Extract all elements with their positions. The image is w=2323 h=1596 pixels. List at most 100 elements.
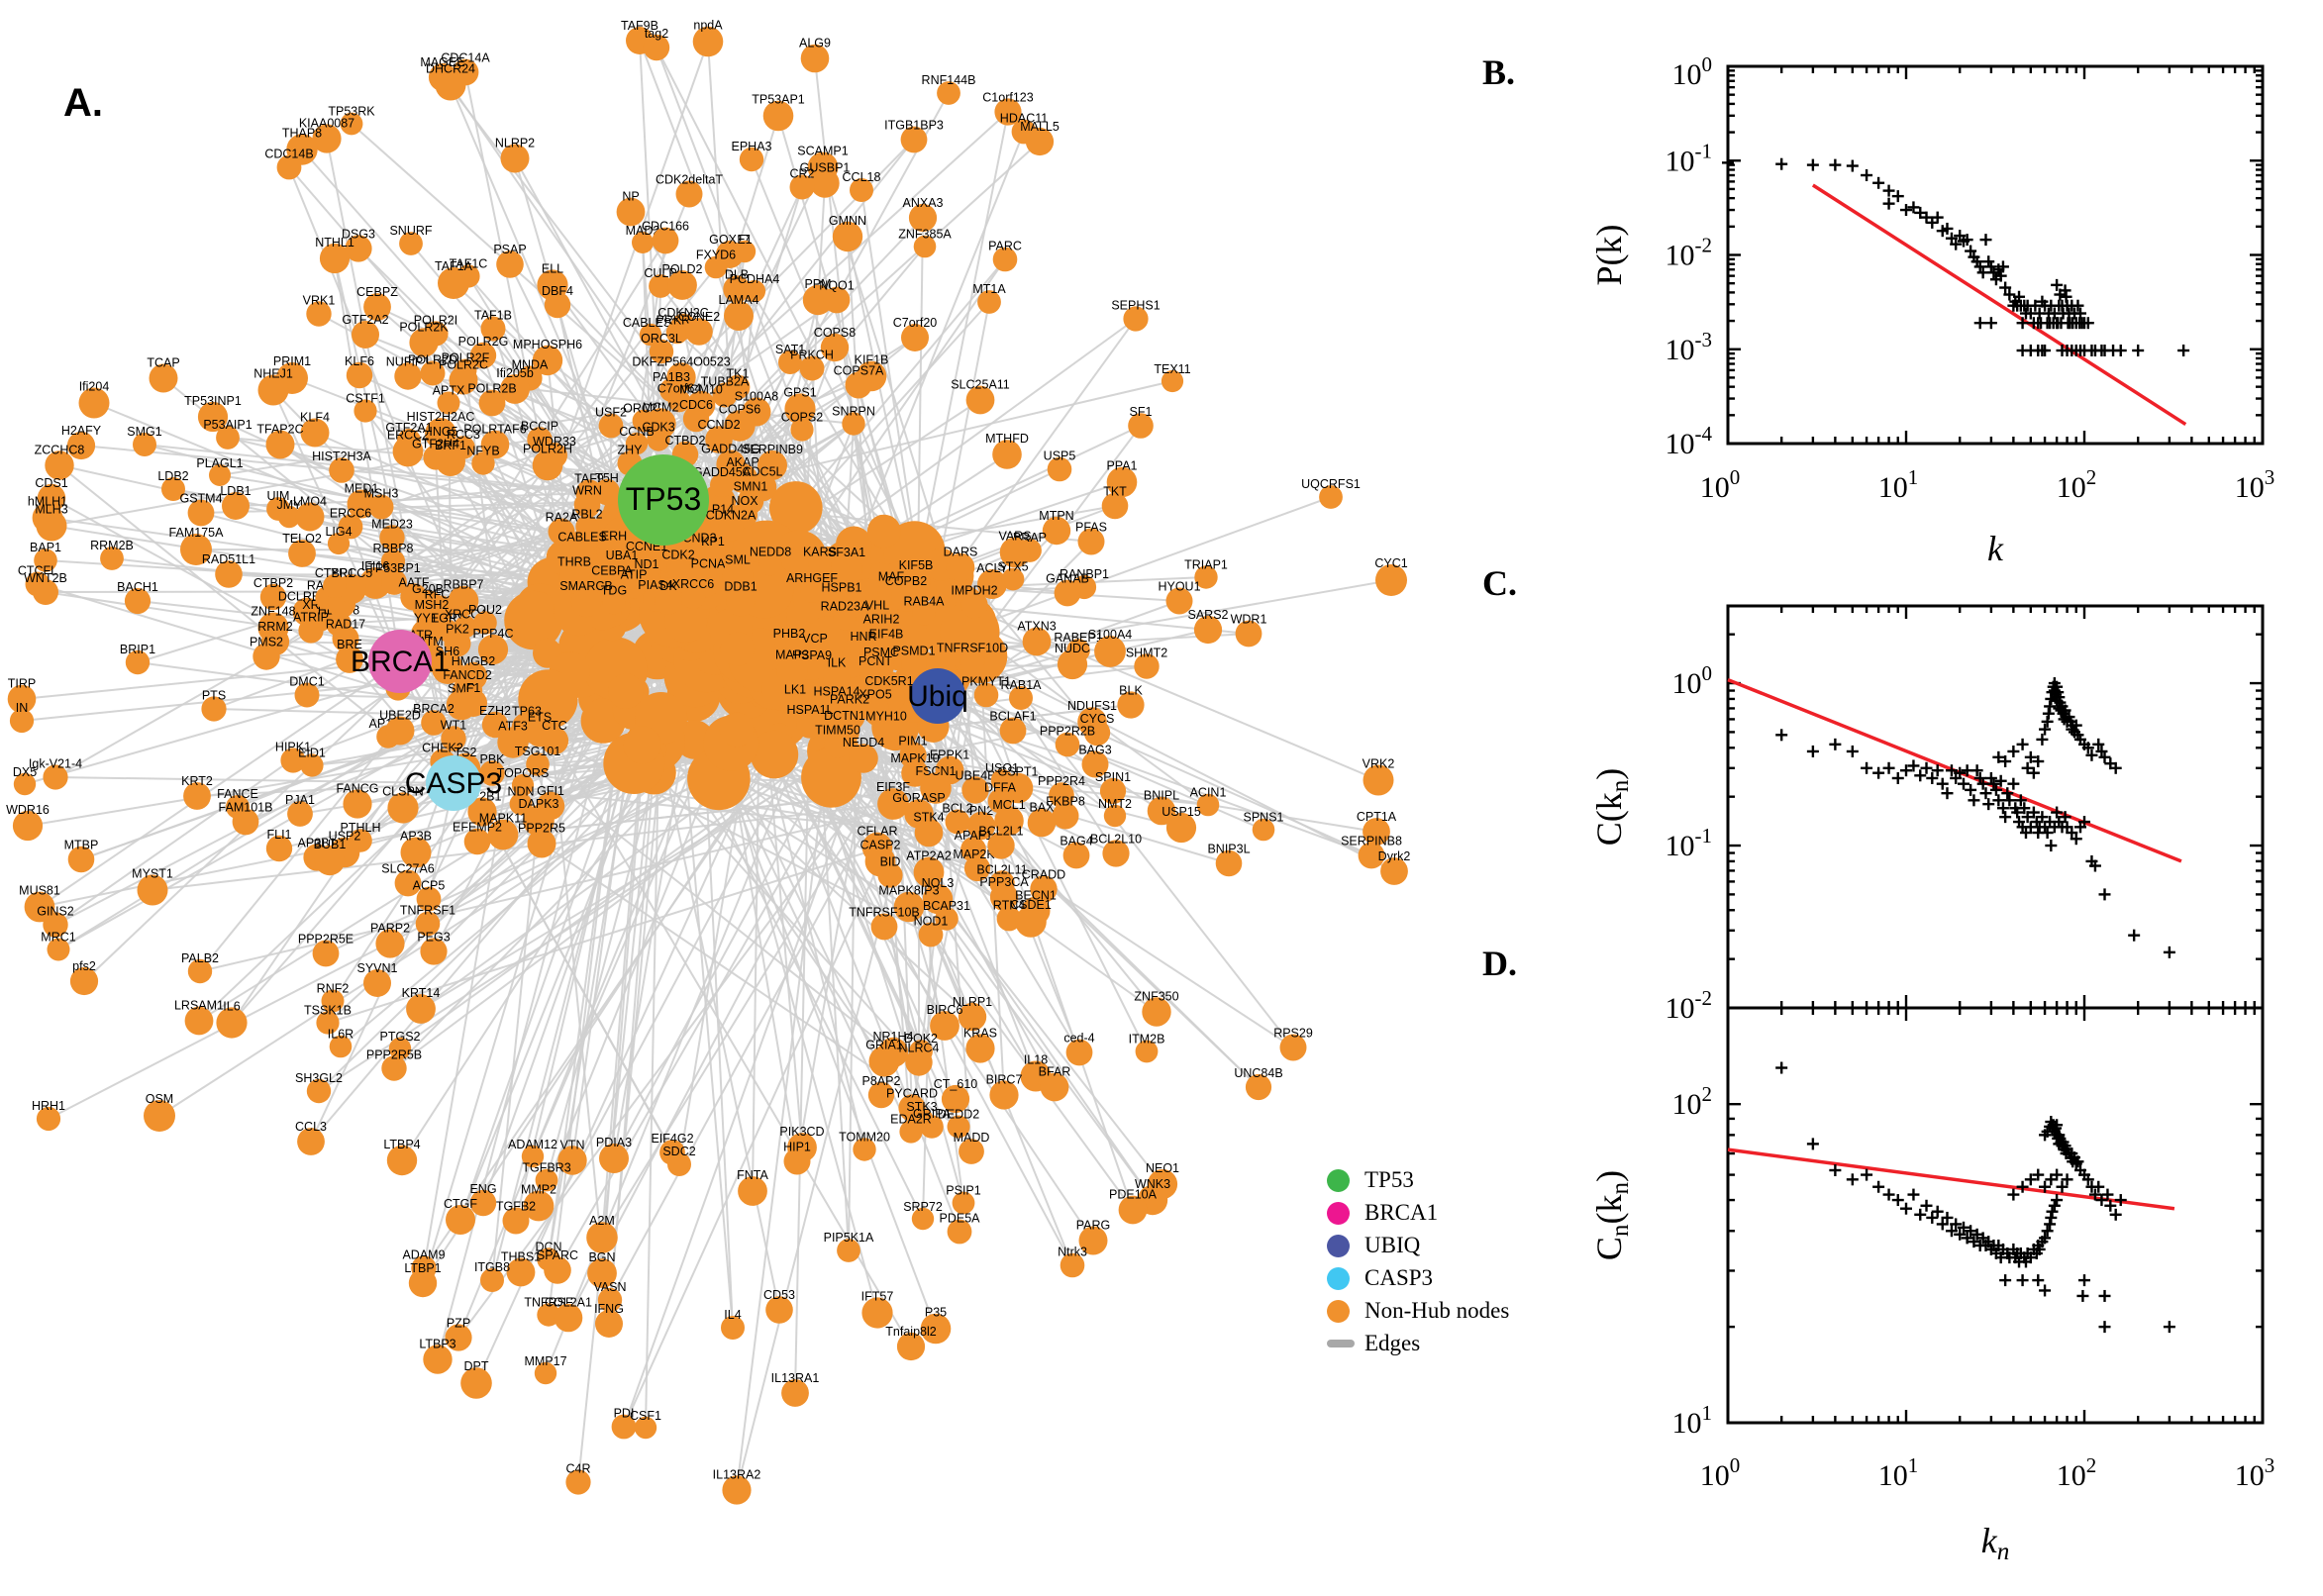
network-node-label: CDS1 (35, 476, 67, 490)
axis-tick-labels: 100 10-1 10-2 (1666, 661, 1713, 1025)
network-node: MALL5 (1020, 120, 1060, 156)
node-swatch-icon (1327, 1299, 1350, 1323)
network-node-label: RCC3 (447, 428, 480, 442)
network-node-label: PTS (202, 688, 226, 702)
network-node: MT1A (972, 282, 1006, 314)
network-node: PPM (802, 277, 834, 316)
network-node-label: S100A8 (735, 390, 779, 404)
network-node: DLB (723, 267, 751, 303)
svg-text:103: 103 (2235, 465, 2275, 504)
network-node-label: Ifi204 (79, 380, 110, 394)
network-node: CR2 (789, 167, 815, 200)
network-node: POLR2K (399, 320, 449, 357)
network-node-label: TEX11 (1154, 362, 1190, 376)
network-node-label: FANCD2 (443, 668, 491, 682)
network-node: C1orf123 (982, 90, 1034, 126)
network-node: GTF2A2 (342, 313, 389, 349)
network-node-label: tag2 (645, 27, 668, 41)
network-node-label: GTF2A1 (385, 421, 432, 435)
network-node: tag2 (643, 27, 670, 61)
legend-item-edges: Edges (1327, 1331, 1509, 1355)
network-node-label: SNRPN (832, 404, 875, 418)
network-node-label: CLSPN (382, 784, 424, 798)
legend-item-ubiq: UBIQ (1327, 1233, 1509, 1257)
network-node: RBBP7 (444, 578, 484, 617)
panel-c-plot: 100 10-1 10-2 C(kn) (1589, 604, 2265, 1025)
axis-tick-labels: 100 101 102 103 100 10-1 10-2 10-3 10-4 (1666, 52, 2275, 504)
network-node-label: MAD2 (626, 224, 660, 238)
network-node: MED23 (371, 517, 413, 550)
network-node-label: PA1B3 (653, 370, 690, 384)
svg-text:100: 100 (1700, 1453, 1741, 1492)
network-node: TELO2 (282, 532, 322, 567)
network-node: HIST2H3A (312, 449, 372, 483)
network-node-label: RAD51L1 (202, 552, 255, 566)
network-node: KLF4 (300, 411, 330, 448)
network-node-label: ALG9 (799, 37, 831, 50)
svg-text:102: 102 (2057, 465, 2097, 504)
axis-tick-labels: 100 101 102 103 102 101 (1672, 1082, 2275, 1492)
network-node-label: VRK1 (303, 293, 336, 307)
network-node-label: BAP1 (30, 541, 61, 554)
network-node: GUSBP1 (800, 160, 850, 198)
network-node: MCM10 (679, 383, 723, 420)
network-node-label: MSH3 (364, 487, 399, 501)
network-node-label: BUB1 (314, 838, 347, 851)
network-node-label: UBE2D (379, 709, 421, 723)
network-node: CDC14B (264, 148, 314, 180)
network-node-label: NLRP2 (495, 137, 535, 150)
network-node-label: PPP4C (473, 627, 514, 641)
network-node-label: TP53AP1 (752, 93, 805, 107)
node-swatch-icon (1327, 1234, 1350, 1257)
network-node: AP3B (400, 830, 432, 868)
network-node-label: PJA1 (285, 793, 315, 807)
network-node: F1 (459, 681, 487, 717)
panel-a-label: A. (63, 81, 103, 125)
network-node: TP53BP1 (367, 561, 421, 595)
network-node: C7orf20 (893, 316, 937, 351)
network-node-label: ING5 (429, 425, 457, 439)
network-node: DBF4 (542, 284, 573, 319)
network-node: ALG9 (799, 37, 831, 73)
network-node-label: POLR2C (439, 358, 488, 372)
network-node-label: ATRIP (293, 610, 329, 624)
axis-ticks (1728, 1007, 2263, 1423)
network-node: SAT1 (775, 343, 805, 374)
network-node-label: EID1 (298, 746, 326, 759)
network-node: UBE2D (379, 709, 421, 746)
network-node-label: USP2 (329, 830, 361, 844)
network-node: PLAGL1 (196, 456, 244, 486)
network-node-label: SEPHS1 (1111, 298, 1160, 312)
network-node: BRE (336, 638, 363, 673)
network-node-label: TP53RK (328, 105, 375, 119)
panel-d-plot: 100 101 102 103 102 101 kn Cn(kn) (1589, 1006, 2275, 1565)
network-node: SNRPN (832, 404, 875, 436)
svg-text:100: 100 (1672, 52, 1713, 91)
network-node: CCNE2 (678, 310, 720, 346)
network-node-label: CDC14A (441, 51, 490, 65)
network-node: DSG3 (342, 227, 375, 262)
network-node: MAPK11 (479, 812, 527, 850)
network-node: RAD51L1 (202, 552, 255, 588)
network-node: ATF3 (497, 719, 529, 758)
network-node-label: DSG3 (342, 227, 375, 241)
network-node-label: POU2 (468, 603, 502, 617)
network-node-label: KIAA0087 (299, 116, 354, 130)
network-node: COPS8 (814, 326, 856, 362)
network-node-label: DMC1 (289, 675, 324, 689)
network-node-label: TK1 (727, 367, 750, 381)
network-node-label: GFI1 (537, 784, 564, 798)
network-node-label: TIRP (8, 677, 36, 691)
network-node-label: SNURF (389, 224, 432, 238)
network-node-label: ZCCHC8 (35, 443, 85, 456)
network-node: TUBB2A (701, 375, 750, 408)
network-node-label: TAF1A (435, 259, 473, 273)
network-node: TOPORS (497, 766, 549, 797)
network-node: EFEMP2 (453, 821, 502, 855)
network-node: COPS2 (781, 410, 823, 442)
network-node-label: CCNE2 (678, 310, 720, 324)
network-node-label: TSG101 (515, 745, 561, 758)
network-node-label: DBF4 (542, 284, 573, 298)
network-node-label: G20B (412, 582, 444, 596)
